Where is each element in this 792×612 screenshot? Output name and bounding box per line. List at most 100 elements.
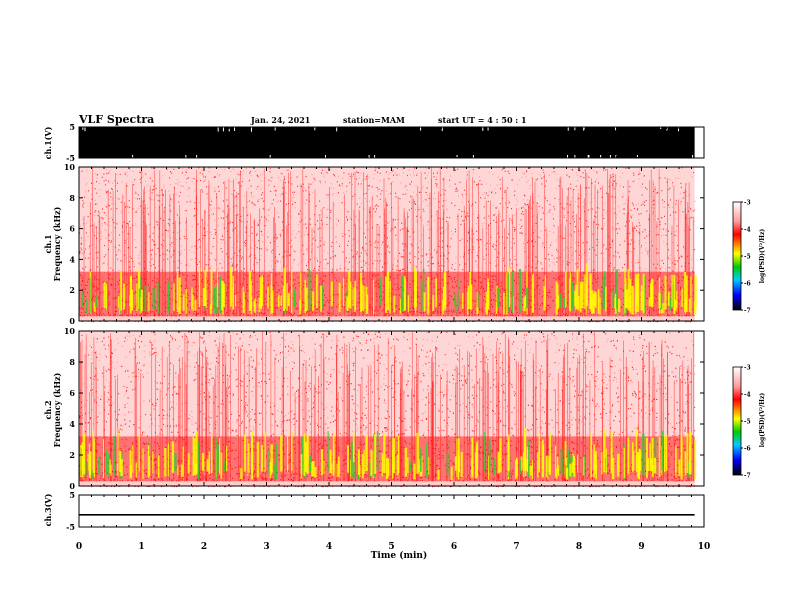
noise-speck (682, 211, 684, 213)
noise-speck (226, 216, 228, 218)
noise-speck (541, 177, 543, 179)
noise-speck (222, 217, 224, 219)
noise-speck (347, 211, 349, 213)
noise-speck (323, 242, 325, 244)
noise-speck (637, 225, 639, 227)
noise-speck (103, 256, 105, 258)
noise-speck (380, 193, 382, 195)
noise-speck (409, 183, 411, 185)
noise-speck (454, 170, 456, 172)
noise-speck (193, 215, 195, 217)
noise-speck (609, 269, 611, 271)
noise-speck (315, 239, 317, 241)
noise-speck (135, 223, 137, 225)
noise-speck (669, 254, 671, 256)
noise-speck (422, 224, 424, 226)
noise-speck (427, 204, 429, 207)
noise-speck (662, 217, 664, 219)
noise-speck (451, 264, 453, 266)
noise-speck (344, 222, 346, 224)
noise-speck (87, 190, 89, 192)
noise-speck (375, 211, 377, 213)
noise-speck (488, 215, 490, 217)
noise-speck (595, 321, 597, 323)
noise-speck (511, 179, 513, 181)
noise-speck (128, 266, 130, 269)
noise-speck (676, 235, 678, 237)
noise-speck (611, 195, 613, 198)
noise-speck (668, 188, 670, 191)
noise-speck (625, 167, 627, 169)
noise-speck (132, 170, 134, 172)
noise-speck (376, 204, 377, 206)
noise-speck (691, 211, 693, 213)
noise-speck (602, 247, 604, 249)
noise-speck (83, 202, 85, 204)
noise-speck (97, 174, 98, 176)
noise-speck (301, 321, 302, 323)
noise-speck (662, 206, 664, 208)
noise-speck (217, 241, 219, 243)
noise-speck (108, 224, 110, 227)
noise-speck (462, 196, 464, 198)
noise-speck (340, 265, 341, 267)
noise-speck (595, 223, 597, 225)
noise-speck (227, 205, 228, 207)
noise-speck (132, 181, 134, 183)
noise-speck (313, 270, 315, 272)
noise-speck (497, 226, 499, 228)
noise-speck (630, 251, 632, 253)
noise-speck (523, 172, 525, 175)
noise-speck (126, 175, 128, 177)
noise-speck (478, 246, 480, 248)
noise-speck (433, 176, 435, 178)
noise-speck (553, 231, 554, 234)
noise-speck (348, 240, 350, 242)
noise-speck (326, 209, 328, 211)
noise-speck (177, 179, 179, 181)
noise-speck (403, 249, 405, 251)
noise-speck (419, 240, 421, 242)
noise-speck (365, 197, 367, 199)
noise-speck (590, 167, 592, 169)
noise-speck (97, 202, 99, 205)
noise-speck (409, 236, 411, 238)
noise-speck (108, 182, 110, 184)
noise-speck (103, 262, 105, 264)
noise-speck (446, 220, 447, 223)
noise-speck (566, 220, 568, 222)
noise-speck (542, 244, 544, 246)
noise-speck (645, 247, 647, 249)
noise-speck (475, 260, 477, 262)
noise-speck (140, 182, 142, 184)
noise-speck (496, 206, 498, 208)
noise-speck (563, 216, 565, 218)
noise-speck (365, 261, 367, 263)
noise-speck (176, 214, 178, 216)
noise-speck (365, 262, 367, 264)
noise-speck (638, 219, 639, 221)
noise-speck (148, 224, 150, 226)
noise-speck (287, 169, 289, 171)
noise-speck (337, 192, 339, 194)
noise-speck (425, 199, 427, 201)
noise-speck (305, 175, 307, 178)
noise-speck (523, 199, 525, 201)
noise-speck (201, 189, 203, 191)
noise-speck (473, 233, 474, 235)
noise-speck (409, 261, 411, 264)
ch1-waveform-notch (196, 155, 198, 160)
noise-speck (459, 181, 461, 183)
noise-speck (351, 244, 353, 246)
noise-speck (430, 262, 432, 264)
noise-speck (238, 182, 240, 184)
noise-speck (123, 221, 125, 223)
noise-speck (618, 210, 620, 212)
noise-speck (79, 243, 81, 245)
noise-speck (298, 213, 300, 215)
noise-speck (85, 239, 87, 241)
noise-speck (409, 252, 411, 255)
noise-speck (155, 221, 157, 223)
noise-speck (553, 206, 555, 208)
noise-speck (81, 249, 83, 251)
